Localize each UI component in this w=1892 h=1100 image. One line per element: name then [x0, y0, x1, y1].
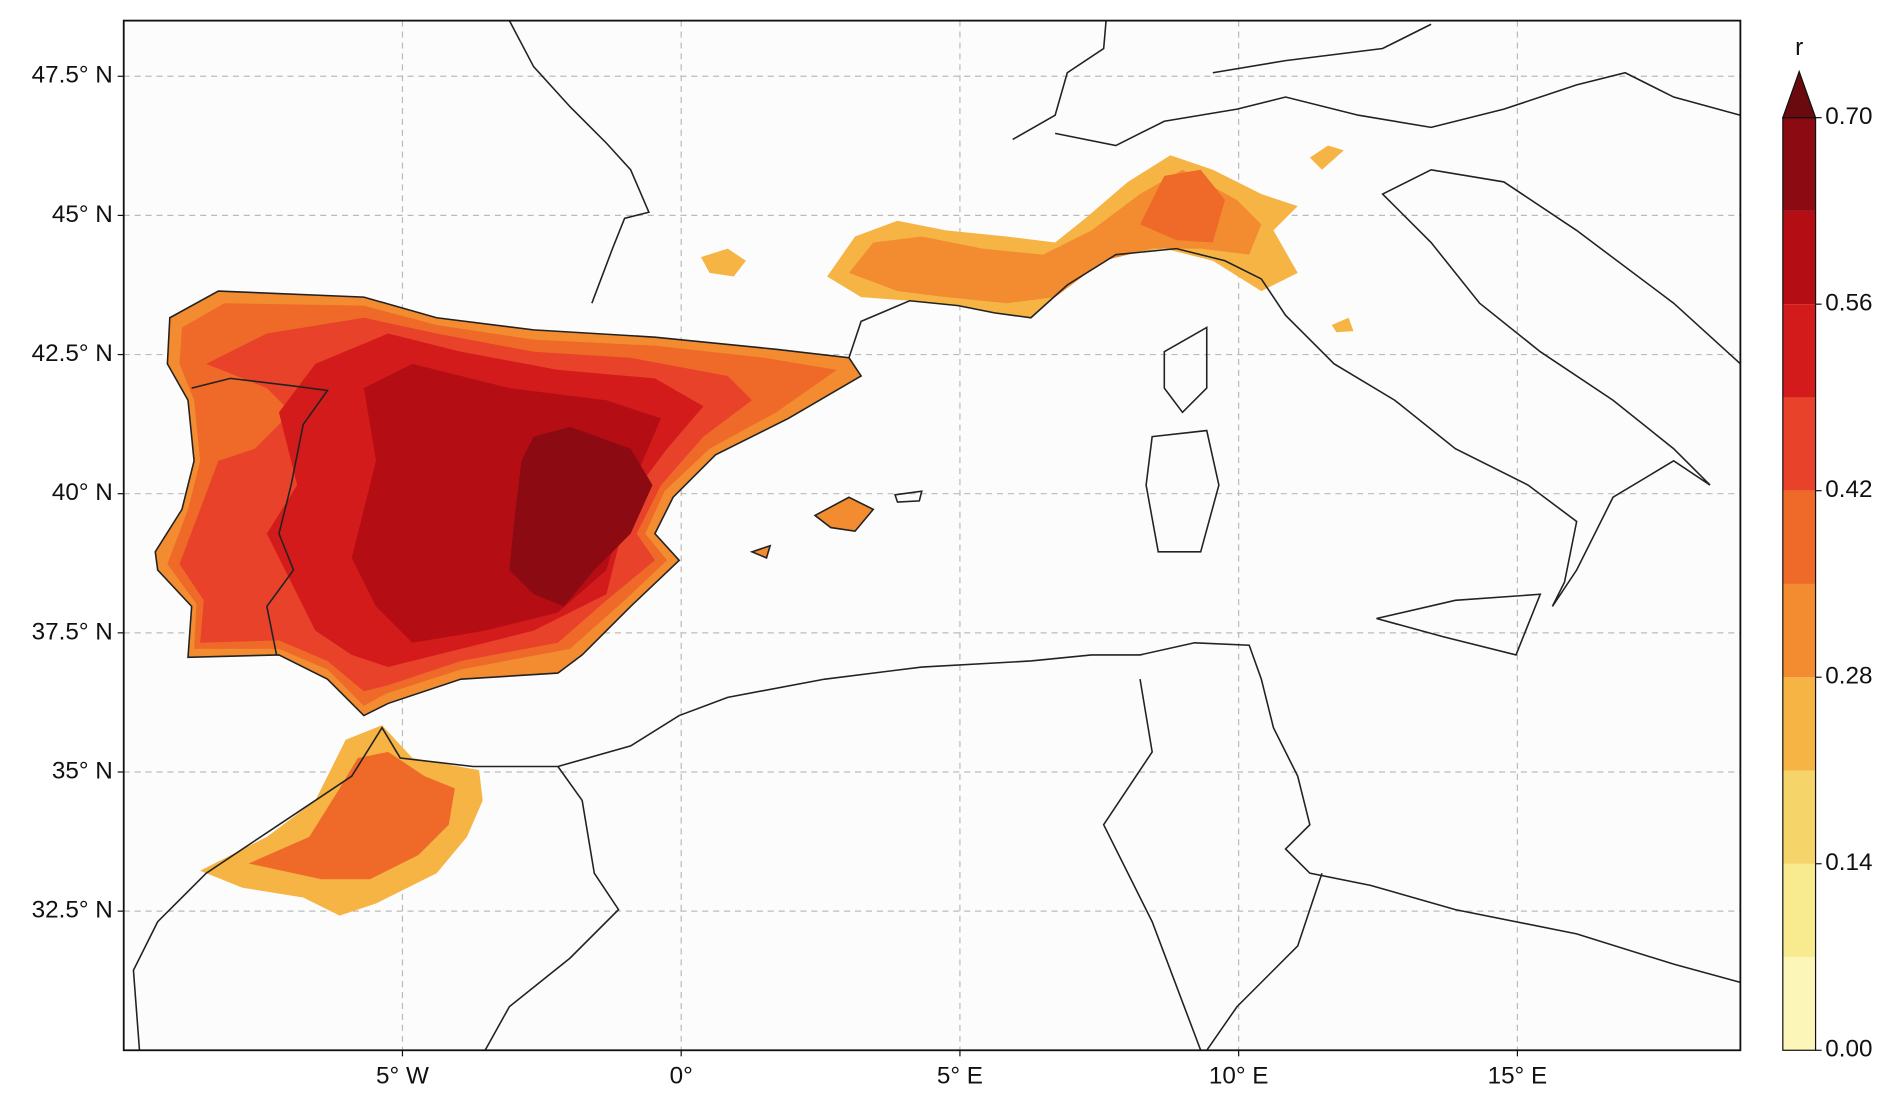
x-tick-label: 5° E	[937, 1062, 983, 1089]
correlation-shading	[155, 145, 1354, 916]
colorbar-tick-label: 0.00	[1825, 1036, 1872, 1063]
x-tick-label: 5° W	[376, 1062, 429, 1089]
colorbar-segment	[1782, 490, 1816, 584]
colorbar-tick-label: 0.56	[1825, 290, 1872, 317]
colorbar-segment	[1782, 677, 1816, 771]
colorbar-tick-label: 0.42	[1825, 476, 1872, 503]
colorbar-segment	[1782, 957, 1816, 1051]
colorbar-tick-label: 0.70	[1825, 103, 1872, 130]
x-tick-label: 0°	[670, 1062, 693, 1089]
y-tick-label: 40° N	[52, 479, 113, 506]
colorbar-tick-label: 0.14	[1825, 849, 1872, 876]
y-tick-label: 42.5° N	[32, 340, 113, 367]
y-tick-label: 37.5° N	[32, 618, 113, 645]
colorbar-segment	[1782, 770, 1816, 864]
colorbar-extend	[1781, 69, 1817, 119]
colorbar-label: r	[1795, 34, 1803, 61]
y-tick-label: 47.5° N	[32, 62, 113, 89]
y-tick-label: 45° N	[52, 201, 113, 228]
colorbar-segment	[1782, 304, 1816, 398]
x-tick-label: 15° E	[1488, 1062, 1548, 1089]
colorbar-segment	[1782, 863, 1816, 958]
colorbar-segment	[1782, 117, 1816, 211]
axes: 5° W 0° 5° E 10° E 15° E 32.5° N 35° N 37.5° N 4…	[32, 62, 1548, 1090]
coastlines	[132, 20, 1741, 1051]
colorbar: 0.00 0.14 0.28 0.42 0.56 0.70 r	[1781, 34, 1872, 1063]
colorbar-segment	[1782, 397, 1816, 491]
colorbar-tick-label: 0.28	[1825, 663, 1872, 690]
colorbar-frame	[1782, 117, 1817, 1051]
colorbar-segment	[1782, 210, 1816, 305]
map-frame	[122, 19, 1742, 1052]
y-tick-label: 35° N	[52, 757, 113, 784]
y-tick-label: 32.5° N	[32, 897, 113, 924]
colorbar-segment	[1782, 583, 1816, 678]
x-tick-label: 10° E	[1209, 1062, 1269, 1089]
